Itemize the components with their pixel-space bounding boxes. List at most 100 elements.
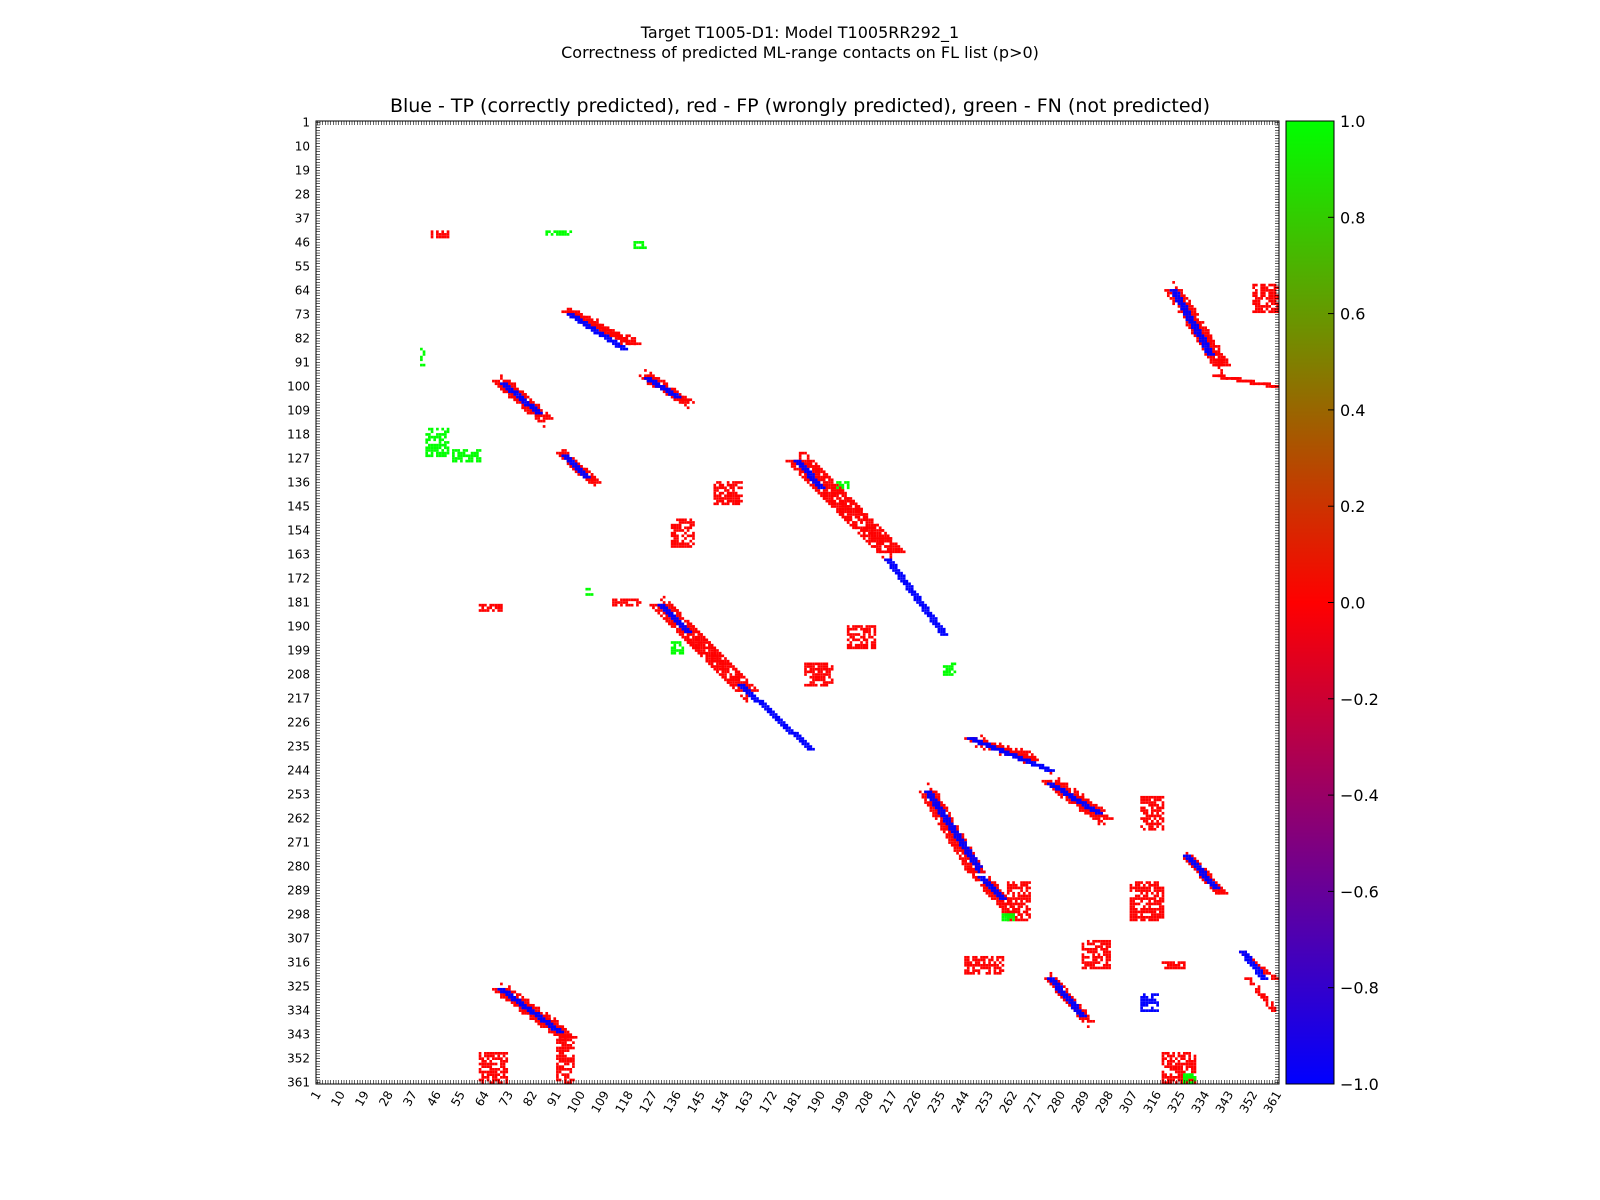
contact-cell-fp bbox=[625, 603, 629, 607]
contact-cell-fp bbox=[673, 606, 677, 610]
contact-cell-fp bbox=[494, 990, 498, 994]
contact-cell-tp bbox=[662, 387, 666, 391]
contact-cell-fp bbox=[897, 550, 901, 554]
contact-cell-fp bbox=[534, 1006, 538, 1010]
contact-cell-fp bbox=[1134, 881, 1138, 884]
contact-cell-fp bbox=[841, 507, 845, 511]
contact-cell-fp bbox=[1156, 811, 1159, 815]
contact-cell-fn bbox=[428, 446, 431, 450]
contact-cell-fp bbox=[684, 526, 687, 530]
contact-cell-tp bbox=[1193, 865, 1197, 868]
contact-cell-fp bbox=[534, 1019, 538, 1023]
contact-cell-fp bbox=[505, 1057, 509, 1060]
contact-cell-fp bbox=[820, 494, 823, 498]
contact-cell-fp bbox=[825, 483, 829, 487]
contact-cell-fp bbox=[1217, 353, 1221, 356]
contact-cell-fn bbox=[433, 443, 437, 447]
contact-cell-tp bbox=[1140, 995, 1143, 999]
contact-cell-fp bbox=[838, 497, 842, 500]
contact-cell-fp bbox=[670, 523, 674, 527]
contact-cell-fp bbox=[798, 454, 802, 458]
contact-cell-fp bbox=[964, 737, 967, 740]
contact-cell-fp bbox=[985, 955, 989, 959]
contact-cell-tp bbox=[969, 854, 973, 858]
contact-cell-fp bbox=[678, 521, 682, 524]
contact-cell-tp bbox=[1185, 305, 1189, 308]
contact-cell-fp bbox=[1076, 795, 1079, 799]
contact-cell-tp bbox=[945, 633, 949, 636]
contact-cell-fp bbox=[1190, 329, 1194, 332]
contact-cell-tp bbox=[934, 622, 938, 626]
contact-cell-tp bbox=[1076, 798, 1079, 802]
contact-cell-fp bbox=[670, 531, 674, 535]
contact-cell-fp bbox=[1150, 883, 1154, 887]
contact-cell-tp bbox=[948, 817, 951, 820]
contact-cell-fp bbox=[540, 1025, 543, 1028]
contact-cell-fp bbox=[1086, 947, 1090, 951]
contact-cell-fp bbox=[964, 862, 967, 866]
contact-cell-fp bbox=[1206, 329, 1210, 332]
contact-cell-fp bbox=[1212, 878, 1215, 882]
contact-cell-fp bbox=[1145, 915, 1149, 919]
contact-cell-fp bbox=[577, 313, 581, 316]
contact-cell-fp bbox=[612, 334, 615, 338]
contact-cell-tp bbox=[964, 851, 967, 855]
contact-cell-fp bbox=[918, 790, 922, 794]
contact-cell-fp bbox=[972, 870, 975, 874]
contact-cell-fp bbox=[694, 630, 698, 634]
contact-cell-fp bbox=[481, 603, 485, 607]
contact-cell-fp bbox=[1086, 939, 1090, 943]
contact-cell-fp bbox=[692, 534, 695, 538]
contact-cell-tp bbox=[1070, 795, 1074, 799]
contact-cell-tp bbox=[505, 385, 509, 388]
contact-cell-tp bbox=[974, 859, 978, 863]
contact-cell-fp bbox=[1209, 873, 1213, 876]
contact-cell-tp bbox=[889, 563, 893, 567]
contact-cell-fp bbox=[513, 385, 517, 388]
contact-cell-fp bbox=[969, 971, 973, 975]
contact-cell-fp bbox=[716, 481, 719, 484]
contact-cell-fp bbox=[726, 659, 730, 663]
contact-cell-tp bbox=[806, 470, 810, 474]
contact-cell-fp bbox=[868, 635, 871, 639]
contact-cell-fp bbox=[822, 489, 826, 492]
contact-cell-tp bbox=[678, 622, 682, 626]
contact-cell-fp bbox=[540, 1011, 543, 1015]
contact-cell-fn bbox=[436, 449, 439, 452]
contact-cell-tp bbox=[969, 851, 973, 855]
contact-cell-fp bbox=[1142, 883, 1146, 887]
contact-cell-tp bbox=[769, 707, 773, 711]
contact-cell-fp bbox=[1166, 961, 1170, 964]
contact-cell-tp bbox=[569, 315, 573, 319]
contact-cell-tp bbox=[1193, 862, 1197, 866]
contact-cell-fp bbox=[734, 491, 738, 495]
contact-cell-tp bbox=[572, 465, 575, 468]
contact-cell-fp bbox=[854, 510, 858, 514]
contact-cell-fp bbox=[812, 683, 815, 687]
contact-cell-fp bbox=[1100, 814, 1103, 818]
contact-cell-fp bbox=[1268, 294, 1271, 298]
contact-cell-fp bbox=[849, 507, 853, 511]
contact-cell-fp bbox=[1140, 801, 1143, 804]
contact-cell-fp bbox=[1086, 809, 1090, 812]
contact-cell-tp bbox=[769, 713, 773, 716]
contact-cell-fp bbox=[854, 507, 858, 511]
contact-cell-fp bbox=[988, 875, 991, 879]
contact-cell-fp bbox=[1212, 347, 1215, 351]
contact-cell-fp bbox=[1220, 363, 1223, 367]
contact-cell-fp bbox=[478, 603, 482, 607]
contact-cell-fn bbox=[436, 446, 439, 450]
contact-cell-fp bbox=[502, 387, 506, 391]
contact-cell-fp bbox=[1028, 891, 1031, 895]
contact-cell-tp bbox=[780, 718, 783, 722]
contact-cell-fp bbox=[828, 475, 831, 479]
contact-cell-fp bbox=[814, 473, 818, 476]
contact-cell-fp bbox=[1145, 891, 1149, 895]
contact-cell-fp bbox=[889, 545, 893, 548]
contact-cell-fp bbox=[876, 537, 879, 540]
contact-cell-tp bbox=[1089, 806, 1093, 810]
contact-cell-tp bbox=[1198, 331, 1202, 335]
contact-cell-tp bbox=[1182, 310, 1186, 314]
contact-cell-fp bbox=[977, 961, 981, 964]
contact-cell-fp bbox=[801, 475, 805, 479]
